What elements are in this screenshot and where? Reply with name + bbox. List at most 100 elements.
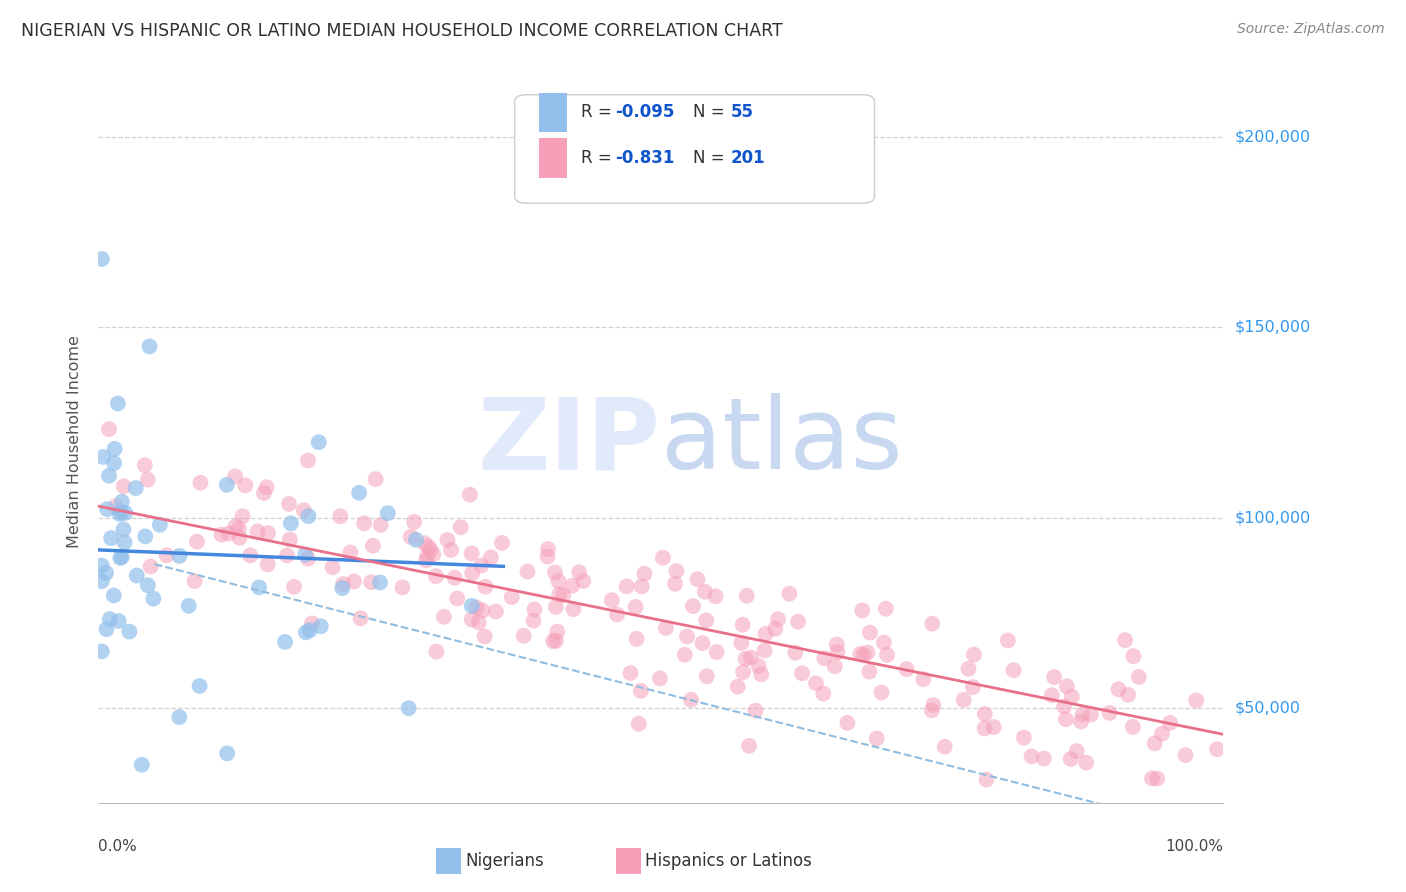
Point xyxy=(727,680,749,694)
Point xyxy=(856,646,879,660)
Point xyxy=(921,703,943,717)
Point xyxy=(651,550,673,565)
Point xyxy=(922,698,945,712)
Text: 0.0%: 0.0% xyxy=(98,838,138,854)
Point xyxy=(96,502,118,516)
Point xyxy=(224,469,246,483)
Point xyxy=(330,581,353,595)
Point xyxy=(90,558,112,573)
Point xyxy=(1021,749,1043,764)
Point xyxy=(785,646,807,660)
Point xyxy=(256,480,278,494)
Point xyxy=(474,580,496,594)
Point xyxy=(648,672,671,686)
Point xyxy=(370,517,392,532)
Point xyxy=(849,647,872,661)
Point xyxy=(866,731,889,746)
Point xyxy=(676,630,699,644)
Point xyxy=(627,716,650,731)
Point xyxy=(97,422,120,436)
Point xyxy=(537,542,560,557)
Point xyxy=(142,591,165,606)
Point xyxy=(422,547,444,561)
Point xyxy=(516,565,538,579)
Text: Source: ZipAtlas.com: Source: ZipAtlas.com xyxy=(1237,22,1385,37)
Point xyxy=(738,739,761,753)
Point xyxy=(104,499,127,513)
Point xyxy=(297,551,319,566)
Point xyxy=(734,651,756,665)
Point xyxy=(107,614,129,628)
Point xyxy=(211,527,233,541)
Point xyxy=(136,473,159,487)
Point xyxy=(253,486,276,500)
Point xyxy=(280,516,302,531)
Point xyxy=(283,580,305,594)
Text: atlas: atlas xyxy=(661,393,903,490)
Point xyxy=(957,662,980,676)
Point xyxy=(804,676,827,690)
FancyBboxPatch shape xyxy=(540,138,568,178)
Point xyxy=(1107,682,1129,697)
Point xyxy=(633,566,655,581)
Point xyxy=(859,625,882,640)
Text: Hispanics or Latinos: Hispanics or Latinos xyxy=(645,852,811,870)
Point xyxy=(1122,720,1144,734)
Point xyxy=(368,575,391,590)
Point xyxy=(228,531,250,545)
Point xyxy=(748,659,770,673)
Point xyxy=(973,706,995,721)
Point xyxy=(787,615,810,629)
Point xyxy=(1066,744,1088,758)
Point xyxy=(360,575,382,590)
Point xyxy=(1059,752,1081,766)
Point xyxy=(308,435,330,450)
Point xyxy=(548,587,571,601)
Point xyxy=(912,672,935,686)
Point xyxy=(98,612,121,626)
Point xyxy=(188,679,211,693)
Point xyxy=(1143,736,1166,750)
Point xyxy=(169,710,191,724)
Point xyxy=(976,772,998,787)
Point xyxy=(112,479,135,493)
Point xyxy=(536,549,558,564)
Point xyxy=(138,339,160,353)
Text: R =: R = xyxy=(581,149,617,167)
Point xyxy=(485,605,508,619)
Point xyxy=(1122,649,1144,664)
Point xyxy=(474,629,496,643)
Point xyxy=(461,599,484,613)
Point xyxy=(963,648,986,662)
Point xyxy=(606,607,628,622)
Point xyxy=(696,669,718,683)
Point xyxy=(399,530,422,544)
Point xyxy=(749,667,772,681)
Point xyxy=(763,622,786,636)
Text: 201: 201 xyxy=(731,149,765,167)
Point xyxy=(433,609,456,624)
Point xyxy=(655,621,678,635)
Point xyxy=(851,603,873,617)
Point xyxy=(896,662,918,676)
Point xyxy=(114,506,136,520)
Point xyxy=(1185,693,1208,707)
Point xyxy=(695,614,717,628)
Point xyxy=(744,704,766,718)
Point xyxy=(523,602,546,616)
Point xyxy=(952,693,974,707)
Point xyxy=(239,549,262,563)
Point xyxy=(111,549,134,564)
Point xyxy=(731,617,754,632)
Point xyxy=(169,549,191,563)
Point xyxy=(294,548,316,562)
Point xyxy=(740,650,762,665)
Point xyxy=(343,574,366,589)
Point xyxy=(827,645,849,659)
Point xyxy=(225,519,247,533)
Point xyxy=(547,574,569,589)
Text: $200,000: $200,000 xyxy=(1234,130,1310,145)
Point xyxy=(1040,688,1063,702)
Point xyxy=(792,666,814,681)
Point xyxy=(418,540,440,554)
